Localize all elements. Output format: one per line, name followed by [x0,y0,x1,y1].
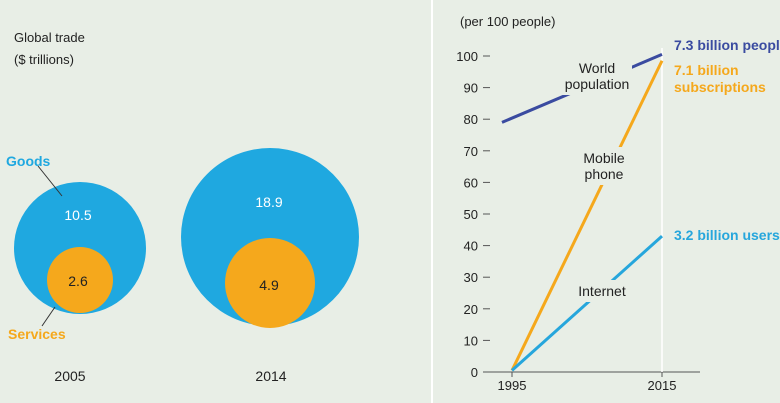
category-label-2014: 2014 [255,368,286,384]
y-tick-label: 80 [464,112,478,127]
series-label-backdrop [569,147,639,185]
series-label-backdrop [562,57,632,95]
y-axis-label: (per 100 people) [460,14,555,29]
services-bubble-2014 [225,238,315,328]
y-tick-label: 40 [464,239,478,254]
series-lines [501,53,664,372]
series-label: World [579,60,615,76]
series-label: population [565,76,630,92]
goods-value-2014: 18.9 [255,194,282,210]
series-end-label: 7.3 billion people [674,37,780,53]
goods-legend-label: Goods [6,153,51,169]
series-end-label: 7.1 billion [674,62,739,78]
series-label: Mobile [583,150,624,166]
series-line-mobile-phone [510,60,664,372]
panel-divider [431,0,433,403]
y-tick-label: 100 [456,49,478,64]
services-value-2014: 4.9 [259,277,279,293]
goods-value-2005: 10.5 [64,207,91,223]
services-bubble-2005 [47,247,113,313]
x-tick-label: 1995 [498,378,527,393]
y-tick-label: 30 [464,270,478,285]
y-tick-label: 50 [464,207,478,222]
x-axis: 1995 2015 [498,372,677,393]
y-tick-label: 60 [464,175,478,190]
trade-bubble-chart: Global trade ($ trillions) 10.5 2.6 18.9… [6,30,359,384]
trade-title: Global trade [14,30,85,45]
y-tick-label: 20 [464,302,478,317]
series-label: phone [585,166,624,182]
services-leader-line [41,306,56,327]
y-tick-label: 10 [464,333,478,348]
services-legend-label: Services [8,326,66,342]
series-line-internet [510,235,664,372]
x-tick-label: 2015 [648,378,677,393]
y-tick-label: 90 [464,81,478,96]
goods-leader-line [37,165,63,197]
series-end-label: 3.2 billion users [674,227,780,243]
series-end-label: subscriptions [674,79,766,95]
y-tick-label: 70 [464,144,478,159]
series-label-backdrop [567,280,637,302]
services-value-2005: 2.6 [68,273,88,289]
trade-unit: ($ trillions) [14,52,74,67]
category-label-2005: 2005 [54,368,85,384]
series-label: Internet [578,283,626,299]
y-tick-label: 0 [471,365,478,380]
y-axis: 0 10 20 30 40 50 60 70 80 90 100 [456,49,490,380]
